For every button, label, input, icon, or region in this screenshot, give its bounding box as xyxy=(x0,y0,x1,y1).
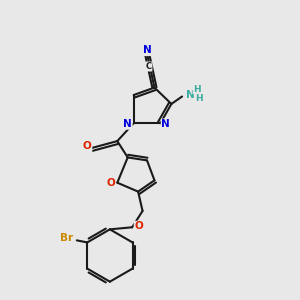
Text: C: C xyxy=(146,62,152,71)
Text: N: N xyxy=(123,119,132,129)
Text: N: N xyxy=(186,90,195,100)
Text: H: H xyxy=(196,94,203,103)
Text: O: O xyxy=(106,178,115,188)
Text: Br: Br xyxy=(60,233,73,243)
Text: O: O xyxy=(83,141,92,151)
Text: N: N xyxy=(143,45,152,56)
Text: O: O xyxy=(134,221,143,231)
Text: N: N xyxy=(161,119,170,129)
Text: H: H xyxy=(193,85,201,94)
